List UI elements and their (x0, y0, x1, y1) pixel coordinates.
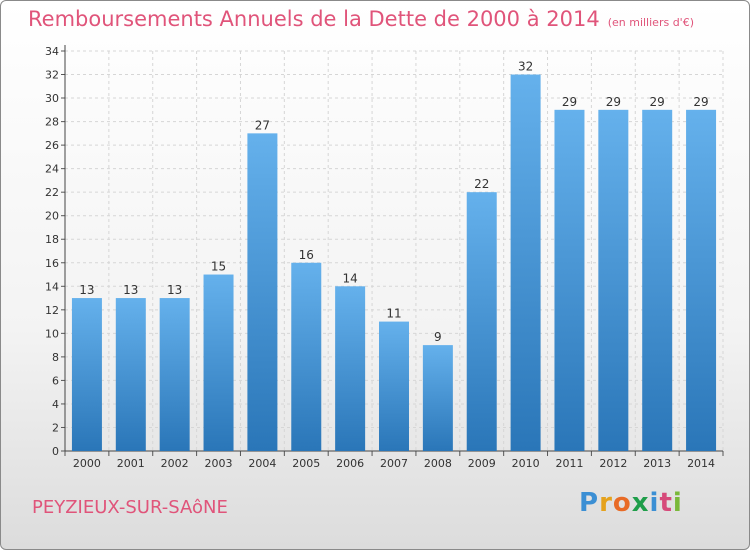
y-tick-label: 20 (45, 210, 59, 223)
y-tick-label: 6 (52, 374, 59, 387)
bar-2007 (379, 321, 409, 451)
x-tick-label-2000: 2000 (73, 457, 101, 470)
data-label-2007: 11 (386, 307, 401, 321)
bar-2001 (115, 298, 146, 451)
bars (71, 74, 717, 452)
y-tick-label: 4 (52, 398, 59, 411)
data-label-2004: 27 (255, 118, 270, 132)
x-tick-label-2002: 2002 (161, 457, 189, 470)
logo-letter: i (649, 488, 660, 518)
chart-title: Remboursements Annuels de la Dette de 20… (28, 7, 694, 31)
proxiti-logo: Proxiti (579, 488, 683, 518)
bar-2004 (247, 133, 278, 451)
x-tick-label-2006: 2006 (336, 457, 364, 470)
y-tick-label: 34 (45, 45, 59, 58)
commune-name: PEYZIEUX-SUR-SAôNE (32, 497, 228, 518)
y-tick-label: 0 (52, 445, 59, 458)
logo-letter: i (672, 488, 683, 518)
y-tick-label: 22 (45, 186, 59, 199)
x-tick-label-2001: 2001 (117, 457, 145, 470)
y-tick-label: 8 (52, 351, 59, 364)
data-label-2011: 29 (562, 95, 577, 109)
x-tick-label-2004: 2004 (248, 457, 276, 470)
y-tick-label: 30 (45, 92, 59, 105)
bar-2006 (335, 286, 366, 451)
logo-letter: t (659, 488, 673, 518)
y-tick-label: 26 (45, 139, 59, 152)
data-label-2006: 14 (342, 271, 357, 285)
data-label-2005: 16 (299, 248, 314, 262)
y-tick-label: 32 (45, 69, 59, 82)
bar-2008 (422, 345, 453, 451)
bar-2010 (510, 74, 541, 451)
x-tick-label-2007: 2007 (380, 457, 408, 470)
y-tick-label: 14 (45, 280, 59, 293)
logo-letter: P (579, 488, 600, 518)
data-label-2013: 29 (650, 95, 665, 109)
y-tick-label: 24 (45, 163, 59, 176)
x-tick-label-2014: 2014 (687, 457, 715, 470)
chart-title-text: Remboursements Annuels de la Dette de 20… (28, 7, 600, 31)
bar-2005 (291, 262, 322, 451)
x-tick-label-2008: 2008 (424, 457, 452, 470)
bar-2000 (71, 298, 102, 451)
data-label-2012: 29 (606, 95, 621, 109)
x-tick-label-2003: 2003 (205, 457, 233, 470)
logo-letter: o (612, 488, 632, 518)
x-tick-label-2009: 2009 (468, 457, 496, 470)
x-tick-label-2013: 2013 (643, 457, 671, 470)
data-label-2003: 15 (211, 260, 226, 274)
y-tick-label: 18 (45, 233, 59, 246)
logo-letter: r (599, 488, 613, 518)
bar-2014 (686, 109, 717, 451)
bar-2009 (466, 192, 497, 452)
y-tick-label: 28 (45, 116, 59, 129)
logo-letter: x (631, 488, 650, 518)
data-label-2014: 29 (693, 95, 708, 109)
data-label-2010: 32 (518, 60, 533, 74)
y-tick-label: 12 (45, 304, 59, 317)
bar-2003 (203, 274, 234, 451)
data-label-2008: 9 (434, 330, 442, 344)
data-label-2002: 13 (167, 283, 182, 297)
bar-2013 (642, 109, 673, 451)
data-label-2001: 13 (123, 283, 138, 297)
data-labels: 13 13 13 15 27 16 14 11 9 22 32 29 29 29 29 (79, 60, 708, 345)
data-label-2009: 22 (474, 177, 489, 191)
y-tick-label: 2 (52, 421, 59, 434)
y-tick-label: 16 (45, 257, 59, 270)
x-tick-label-2010: 2010 (512, 457, 540, 470)
x-tick-label-2012: 2012 (599, 457, 627, 470)
data-label-2000: 13 (79, 283, 94, 297)
bar-2011 (554, 109, 585, 451)
bar-2002 (159, 298, 190, 451)
x-tick-label-2011: 2011 (555, 457, 583, 470)
x-tick-label-2005: 2005 (292, 457, 320, 470)
chart-subtitle: (en milliers d'€) (607, 16, 694, 29)
bar-2012 (598, 109, 629, 451)
y-tick-label: 10 (45, 327, 59, 340)
